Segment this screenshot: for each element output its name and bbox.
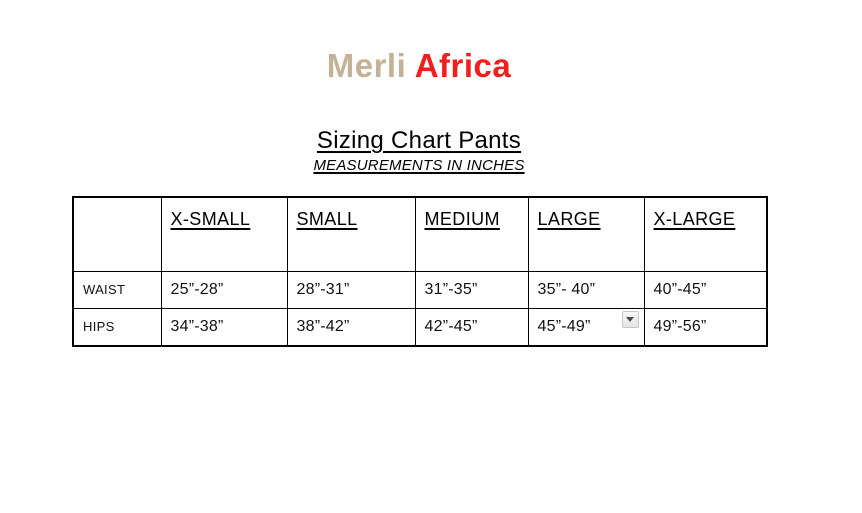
cell-waist-small: 28”-31” <box>286 270 416 309</box>
brand-name-secondary: Africa <box>414 47 512 84</box>
header-label: MEDIUM <box>424 209 500 229</box>
header-cell-medium: MEDIUM <box>414 196 529 272</box>
table-row-hips: HIPS 34”-38” 38”-42” 42”-45” 45”-49” 49”… <box>72 307 768 347</box>
header-label: X-LARGE <box>653 209 736 229</box>
cell-waist-x-large: 40”-45” <box>643 270 768 309</box>
cell-waist-medium: 31”-35” <box>414 270 529 309</box>
cell-value: 45”-49” <box>537 317 591 335</box>
header-cell-x-large: X-LARGE <box>643 196 768 272</box>
row-label-waist: WAIST <box>72 270 162 309</box>
row-label-hips: HIPS <box>72 307 162 347</box>
header-label: X-SMALL <box>170 209 251 229</box>
header-label: LARGE <box>537 209 601 229</box>
header-cell-x-small: X-SMALL <box>160 196 288 272</box>
cell-hips-x-large: 49”-56” <box>643 307 768 347</box>
header-cell-small: SMALL <box>286 196 416 272</box>
cell-waist-large: 35”- 40” <box>527 270 645 309</box>
cell-hips-medium: 42”-45” <box>414 307 529 347</box>
brand-name-primary: Merli <box>326 47 407 84</box>
chevron-down-icon <box>626 316 634 322</box>
sizing-table: X-SMALL SMALL MEDIUM LARGE X-LARGE WAIST… <box>72 196 768 347</box>
page-title: Sizing Chart Pants <box>316 127 522 154</box>
dropdown-arrow-button[interactable] <box>621 310 639 328</box>
header-cell-empty <box>72 196 162 272</box>
header-cell-large: LARGE <box>527 196 645 272</box>
brand-logo: Merli Africa <box>0 49 838 82</box>
cell-hips-x-small: 34”-38” <box>160 307 288 347</box>
table-row-waist: WAIST 25”-28” 28”-31” 31”-35” 35”- 40” 4… <box>72 270 768 309</box>
cell-waist-x-small: 25”-28” <box>160 270 288 309</box>
header-row: X-SMALL SMALL MEDIUM LARGE X-LARGE <box>72 196 768 272</box>
cell-hips-small: 38”-42” <box>286 307 416 347</box>
header-label: SMALL <box>296 209 358 229</box>
page-subtitle: MEASUREMENTS IN INCHES <box>313 157 525 174</box>
cell-hips-large: 45”-49” <box>527 307 645 347</box>
